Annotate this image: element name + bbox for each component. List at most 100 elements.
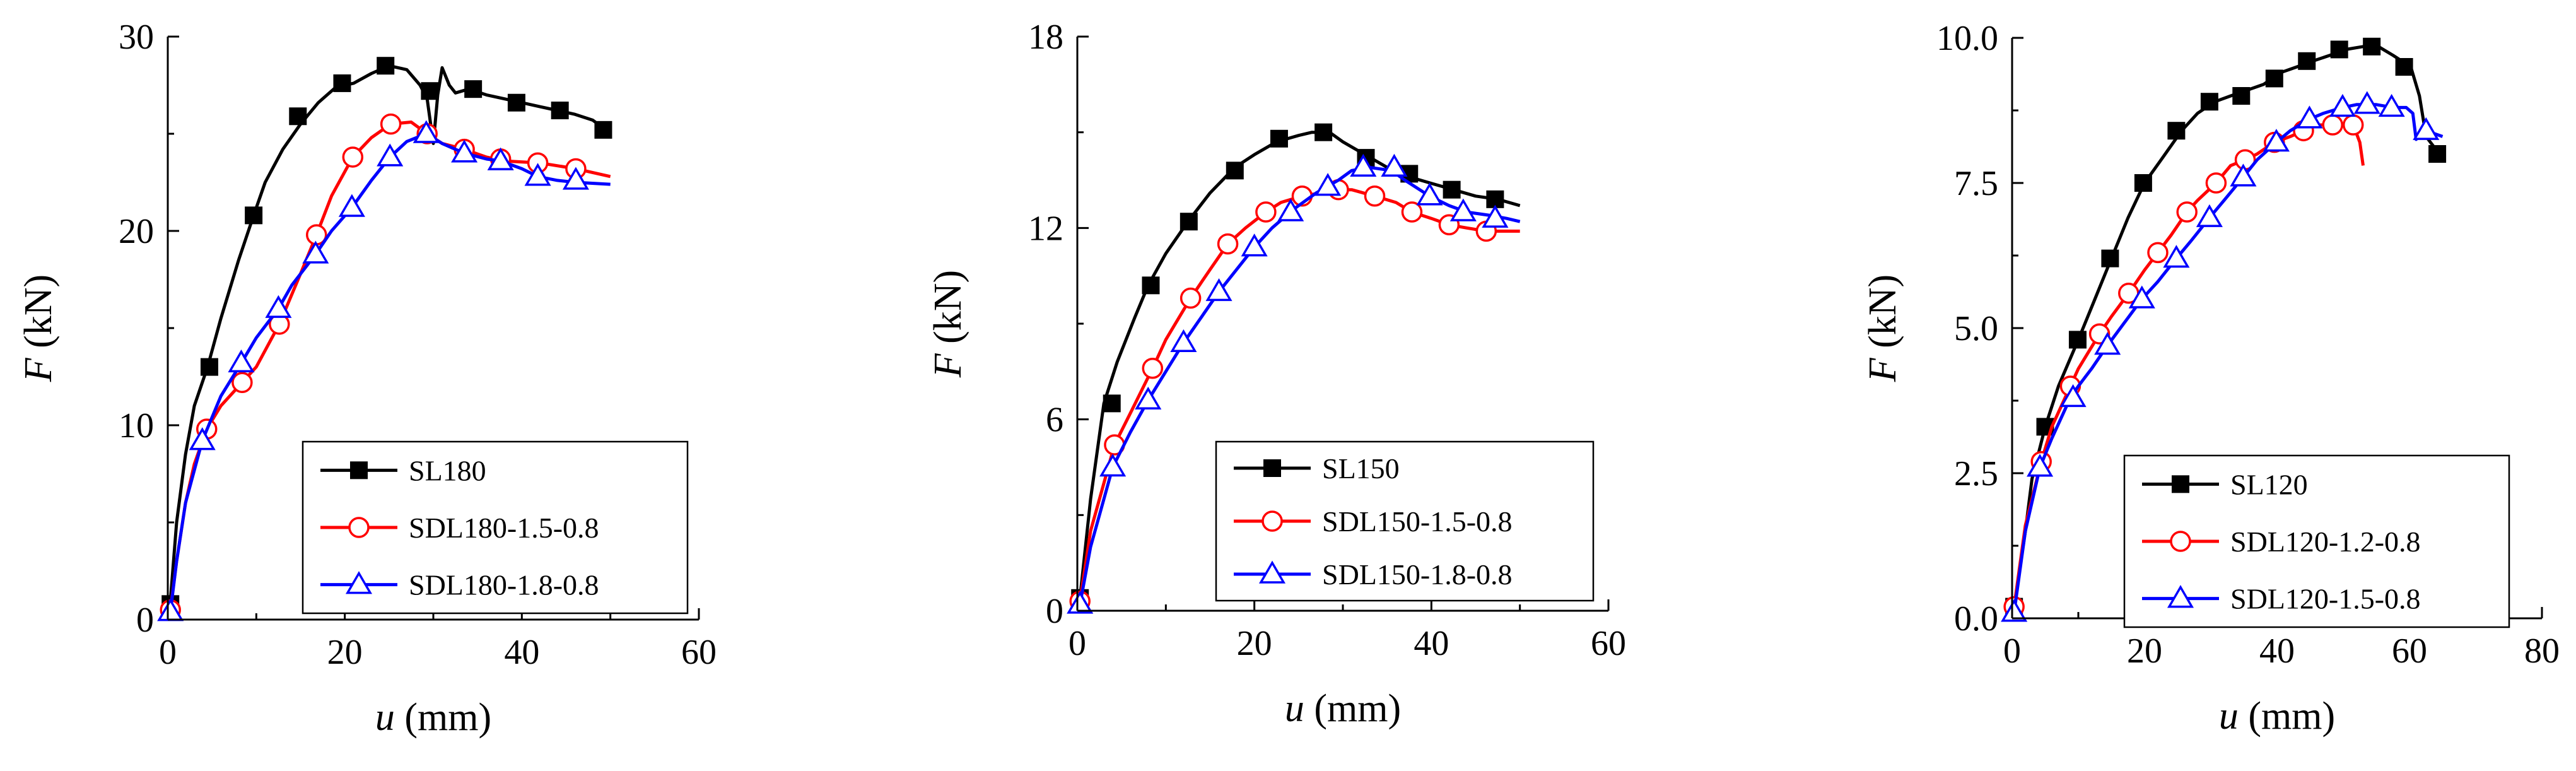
y-axis-variable: F — [17, 357, 60, 382]
x-tick-label: 0 — [2003, 632, 2021, 671]
data-point — [2298, 52, 2316, 70]
x-axis-variable: u — [2219, 695, 2239, 738]
y-axis-variable: F — [927, 353, 969, 378]
legend-swatch-marker — [1258, 560, 1286, 584]
legend-label: SDL120-1.5-0.8 — [2230, 583, 2421, 615]
data-point — [2200, 93, 2218, 111]
legend-label: SDL120-1.2-0.8 — [2230, 526, 2421, 558]
data-point — [2413, 117, 2440, 140]
data-point — [487, 147, 514, 170]
data-point — [2134, 174, 2152, 192]
legend-swatch-marker — [2172, 475, 2189, 493]
x-tick-label: 20 — [327, 633, 363, 672]
data-point — [2363, 37, 2381, 56]
data-point — [302, 240, 329, 264]
data-point — [231, 372, 253, 393]
legend-entry: SDL150-1.5-0.8 — [1234, 505, 1513, 538]
data-point — [2027, 454, 2054, 477]
x-tick-label: 40 — [504, 633, 539, 672]
data-point — [2128, 285, 2155, 309]
data-point — [1314, 173, 1342, 196]
data-point — [551, 102, 569, 120]
series-SDL150-1.8-0.8 — [1067, 153, 1521, 614]
data-point — [1241, 233, 1268, 257]
legend-label: SL180 — [409, 454, 486, 486]
x-axis-unit: (mm) — [1304, 687, 1401, 730]
data-point — [2232, 87, 2251, 105]
data-point — [189, 427, 216, 450]
data-point — [1443, 180, 1461, 199]
data-point — [2205, 172, 2227, 194]
x-axis-unit: (mm) — [395, 696, 491, 739]
data-point — [342, 146, 364, 168]
data-point — [2068, 331, 2087, 349]
data-point — [524, 163, 551, 186]
data-point — [2001, 599, 2028, 622]
data-point — [228, 349, 255, 373]
chart-panel-3: 0 20 40 60 80 0.0 2.5 5.0 7.5 10.0 u (mm) F (kN) SL1… — [1861, 19, 2560, 738]
data-point — [2428, 145, 2447, 163]
y-axis-unit: (kN) — [927, 270, 969, 354]
x-tick-label: 20 — [2127, 632, 2162, 671]
data-point — [594, 121, 612, 139]
data-point — [1135, 386, 1162, 410]
data-point — [421, 82, 439, 100]
data-point — [451, 139, 478, 163]
series-SDL150-1.5-0.8 — [1069, 179, 1520, 612]
legend-entry: SL150 — [1234, 452, 1400, 485]
data-point — [1170, 329, 1197, 353]
x-tick-label: 60 — [1591, 624, 1626, 663]
y-tick-label: 12 — [1028, 209, 1063, 248]
x-axis-title: u (mm) — [2219, 695, 2335, 738]
x-axis-title: u (mm) — [1285, 687, 1401, 730]
data-point — [1364, 185, 1386, 207]
chart-panel-2: 0 20 40 60 0 6 12 18 u (mm) F (kN) SL150 SDL150-1.5… — [927, 18, 1626, 730]
y-tick-label: 30 — [119, 18, 154, 57]
y-tick-label: 10 — [119, 406, 154, 445]
data-point — [2094, 332, 2121, 355]
legend-entry: SDL150-1.8-0.8 — [1234, 558, 1513, 591]
data-point — [380, 113, 402, 135]
y-axis-title: F (kN) — [1861, 274, 1904, 382]
data-point — [2296, 105, 2323, 129]
x-tick-label: 40 — [2259, 632, 2295, 671]
data-point — [1255, 201, 1277, 223]
data-point — [377, 143, 404, 167]
y-tick-label: 0 — [136, 601, 154, 640]
series-SL120 — [2005, 37, 2447, 619]
data-point — [1401, 201, 1423, 223]
y-tick-label: 0 — [1046, 592, 1063, 631]
data-point — [2230, 163, 2257, 187]
data-point — [338, 194, 365, 217]
y-tick-label: 7.5 — [1954, 164, 1998, 203]
legend-swatch-marker — [350, 461, 368, 480]
x-axis-variable: u — [1285, 687, 1304, 730]
data-point — [200, 358, 218, 376]
data-point — [1381, 153, 1408, 177]
x-tick-label: 80 — [2524, 632, 2560, 671]
data-point — [1226, 162, 1244, 180]
chart-panel-1: 0 20 40 60 0 10 20 30 u (mm) F (kN) SL180 SDL180-1.… — [17, 18, 717, 739]
y-axis-variable: F — [1861, 357, 1904, 382]
data-point — [1217, 233, 1239, 255]
data-point — [289, 107, 307, 126]
legend-label: SDL180-1.8-0.8 — [409, 569, 599, 601]
data-point — [1103, 394, 1121, 413]
legend-swatch-marker — [345, 571, 373, 594]
legend-swatch-marker — [1263, 459, 1281, 477]
data-point — [1142, 276, 1160, 295]
legend-entry: SDL120-1.2-0.8 — [2142, 526, 2421, 558]
y-tick-label: 10.0 — [1936, 19, 1998, 58]
data-point — [1205, 278, 1232, 302]
series-SDL180-1.8-0.8 — [157, 120, 611, 621]
series-line-SL120 — [2010, 45, 2441, 619]
data-point — [1270, 129, 1288, 148]
y-tick-label: 6 — [1046, 401, 1063, 440]
legend-entry: SDL180-1.5-0.8 — [320, 512, 599, 544]
legend: SL150 SDL150-1.5-0.8 SDL150-1.8-0.8 — [1215, 440, 1595, 602]
data-point — [2265, 69, 2283, 88]
data-point — [1449, 198, 1477, 221]
data-point — [2329, 93, 2356, 117]
x-axis-title: u (mm) — [375, 696, 491, 739]
